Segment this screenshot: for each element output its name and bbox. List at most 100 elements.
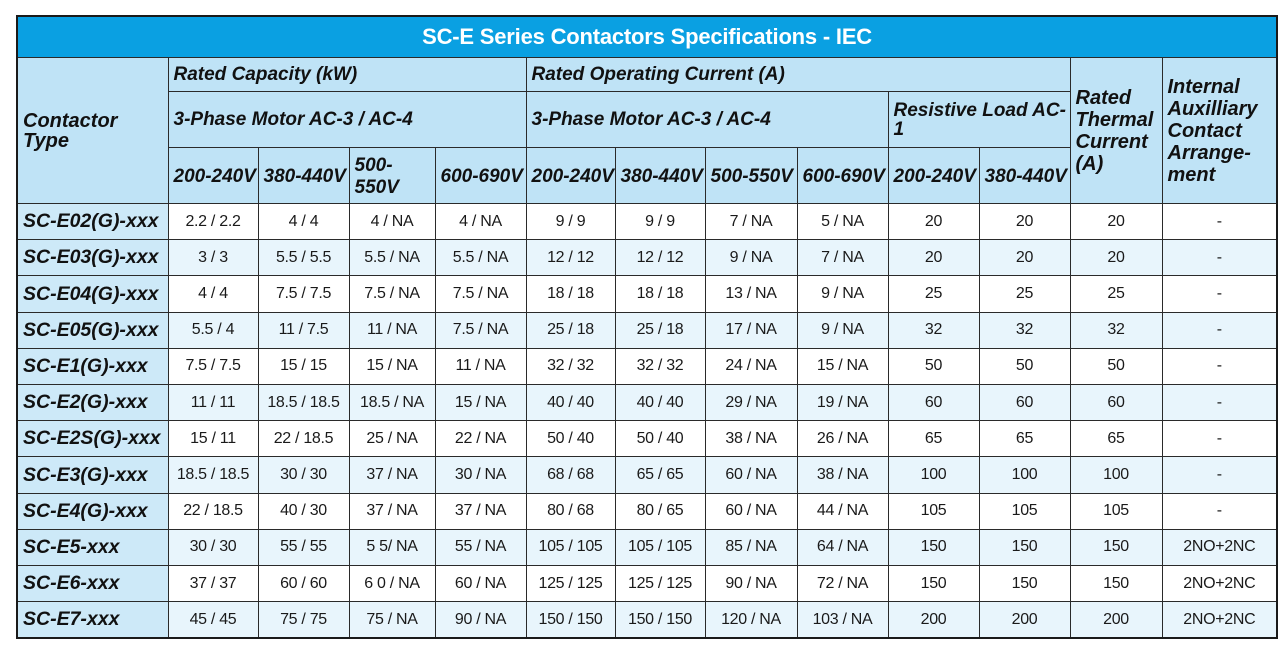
current-cell: 44 / NA <box>796 492 889 530</box>
capacity-cell: 11 / NA <box>434 347 527 386</box>
table-row: SC-E5-xxx 30 / 30 55 / 55 5 5/ NA 55 / N… <box>16 528 1278 567</box>
resistive-load-cell: 150 <box>887 565 980 603</box>
current-cell: 7 / NA <box>704 202 798 241</box>
contactor-type-cell: SC-E7-xxx <box>16 601 169 639</box>
thermal-current-cell: 50 <box>1069 347 1163 386</box>
auxiliary-contact-cell: - <box>1161 347 1278 386</box>
header-resistive-load: Resistive Load AC-1 <box>887 91 1071 148</box>
table-title: SC-E Series Contactors Specifications - … <box>16 15 1278 58</box>
capacity-cell: 18.5 / NA <box>348 384 436 422</box>
capacity-cell: 60 / 60 <box>257 565 350 603</box>
resistive-load-cell: 150 <box>978 528 1071 567</box>
current-cell: 68 / 68 <box>525 456 616 494</box>
current-cell: 60 / NA <box>704 456 798 494</box>
current-cell: 9 / NA <box>796 275 889 313</box>
auxiliary-contact-cell: 2NO+2NC <box>1161 565 1278 603</box>
current-cell: 9 / 9 <box>525 202 616 241</box>
capacity-cell: 2.2 / 2.2 <box>167 202 259 241</box>
resistive-load-cell: 150 <box>887 528 980 567</box>
current-cell: 32 / 32 <box>614 347 706 386</box>
capacity-cell: 40 / 30 <box>257 492 350 530</box>
capacity-cell: 5.5 / NA <box>348 239 436 277</box>
current-cell: 150 / 150 <box>614 601 706 639</box>
current-cell: 120 / NA <box>704 601 798 639</box>
header-voltage: 500-550V <box>704 147 798 204</box>
capacity-cell: 5 5/ NA <box>348 528 436 567</box>
capacity-cell: 22 / NA <box>434 420 527 458</box>
capacity-cell: 4 / NA <box>434 202 527 241</box>
capacity-cell: 15 / 11 <box>167 420 259 458</box>
header-voltage: 380-440V <box>257 147 350 204</box>
auxiliary-contact-cell: - <box>1161 275 1278 313</box>
current-cell: 90 / NA <box>704 565 798 603</box>
current-cell: 25 / 18 <box>614 311 706 349</box>
header-internal-auxiliary-contact: Internal Auxilliary Contact Arrange-ment <box>1161 57 1278 204</box>
resistive-load-cell: 50 <box>887 347 980 386</box>
specifications-table: SC-E Series Contactors Specifications - … <box>16 15 1279 639</box>
contactor-type-cell: SC-E2(G)-xxx <box>16 384 169 422</box>
header-rated-capacity: Rated Capacity (kW) <box>167 57 527 92</box>
auxiliary-contact-cell: - <box>1161 202 1278 241</box>
table-row: SC-E2S(G)-xxx 15 / 11 22 / 18.5 25 / NA … <box>16 420 1278 458</box>
resistive-load-cell: 100 <box>887 456 980 494</box>
current-cell: 72 / NA <box>796 565 889 603</box>
capacity-cell: 5.5 / 4 <box>167 311 259 349</box>
contactor-type-cell: SC-E3(G)-xxx <box>16 456 169 494</box>
resistive-load-cell: 65 <box>978 420 1071 458</box>
current-cell: 9 / NA <box>796 311 889 349</box>
capacity-cell: 7.5 / NA <box>434 275 527 313</box>
current-cell: 64 / NA <box>796 528 889 567</box>
table-row: SC-E7-xxx 45 / 45 75 / 75 75 / NA 90 / N… <box>16 601 1278 639</box>
capacity-cell: 30 / 30 <box>167 528 259 567</box>
current-cell: 9 / NA <box>704 239 798 277</box>
resistive-load-cell: 50 <box>978 347 1071 386</box>
auxiliary-contact-cell: - <box>1161 456 1278 494</box>
contactor-type-cell: SC-E05(G)-xxx <box>16 311 169 349</box>
table-row: SC-E02(G)-xxx 2.2 / 2.2 4 / 4 4 / NA 4 /… <box>16 202 1278 241</box>
contactor-type-cell: SC-E2S(G)-xxx <box>16 420 169 458</box>
resistive-load-cell: 150 <box>978 565 1071 603</box>
current-cell: 85 / NA <box>704 528 798 567</box>
table-row: SC-E1(G)-xxx 7.5 / 7.5 15 / 15 15 / NA 1… <box>16 347 1278 386</box>
current-cell: 15 / NA <box>796 347 889 386</box>
capacity-cell: 37 / 37 <box>167 565 259 603</box>
current-cell: 29 / NA <box>704 384 798 422</box>
capacity-cell: 6 0 / NA <box>348 565 436 603</box>
current-cell: 103 / NA <box>796 601 889 639</box>
auxiliary-contact-cell: - <box>1161 239 1278 277</box>
capacity-cell: 22 / 18.5 <box>257 420 350 458</box>
resistive-load-cell: 32 <box>887 311 980 349</box>
current-cell: 125 / 125 <box>614 565 706 603</box>
thermal-current-cell: 20 <box>1069 202 1163 241</box>
capacity-cell: 37 / NA <box>348 456 436 494</box>
thermal-current-cell: 65 <box>1069 420 1163 458</box>
current-cell: 38 / NA <box>796 456 889 494</box>
thermal-current-cell: 20 <box>1069 239 1163 277</box>
capacity-cell: 7.5 / NA <box>434 311 527 349</box>
resistive-load-cell: 105 <box>978 492 1071 530</box>
current-cell: 40 / 40 <box>525 384 616 422</box>
capacity-cell: 4 / NA <box>348 202 436 241</box>
current-cell: 80 / 65 <box>614 492 706 530</box>
table-row: SC-E3(G)-xxx 18.5 / 18.5 30 / 30 37 / NA… <box>16 456 1278 494</box>
current-cell: 9 / 9 <box>614 202 706 241</box>
header-voltage: 500-550V <box>348 147 436 204</box>
current-cell: 18 / 18 <box>525 275 616 313</box>
header-voltage: 380-440V <box>614 147 706 204</box>
contactor-type-cell: SC-E1(G)-xxx <box>16 347 169 386</box>
thermal-current-cell: 150 <box>1069 528 1163 567</box>
header-motor-current: 3-Phase Motor AC-3 / AC-4 <box>525 91 889 148</box>
header-voltage: 600-690V <box>434 147 527 204</box>
current-cell: 13 / NA <box>704 275 798 313</box>
contactor-type-cell: SC-E03(G)-xxx <box>16 239 169 277</box>
table-row: SC-E6-xxx 37 / 37 60 / 60 6 0 / NA 60 / … <box>16 565 1278 603</box>
current-cell: 18 / 18 <box>614 275 706 313</box>
auxiliary-contact-cell: - <box>1161 492 1278 530</box>
current-cell: 105 / 105 <box>614 528 706 567</box>
header-voltage: 380-440V <box>978 147 1071 204</box>
resistive-load-cell: 100 <box>978 456 1071 494</box>
current-cell: 25 / 18 <box>525 311 616 349</box>
capacity-cell: 5.5 / 5.5 <box>257 239 350 277</box>
current-cell: 32 / 32 <box>525 347 616 386</box>
resistive-load-cell: 200 <box>978 601 1071 639</box>
